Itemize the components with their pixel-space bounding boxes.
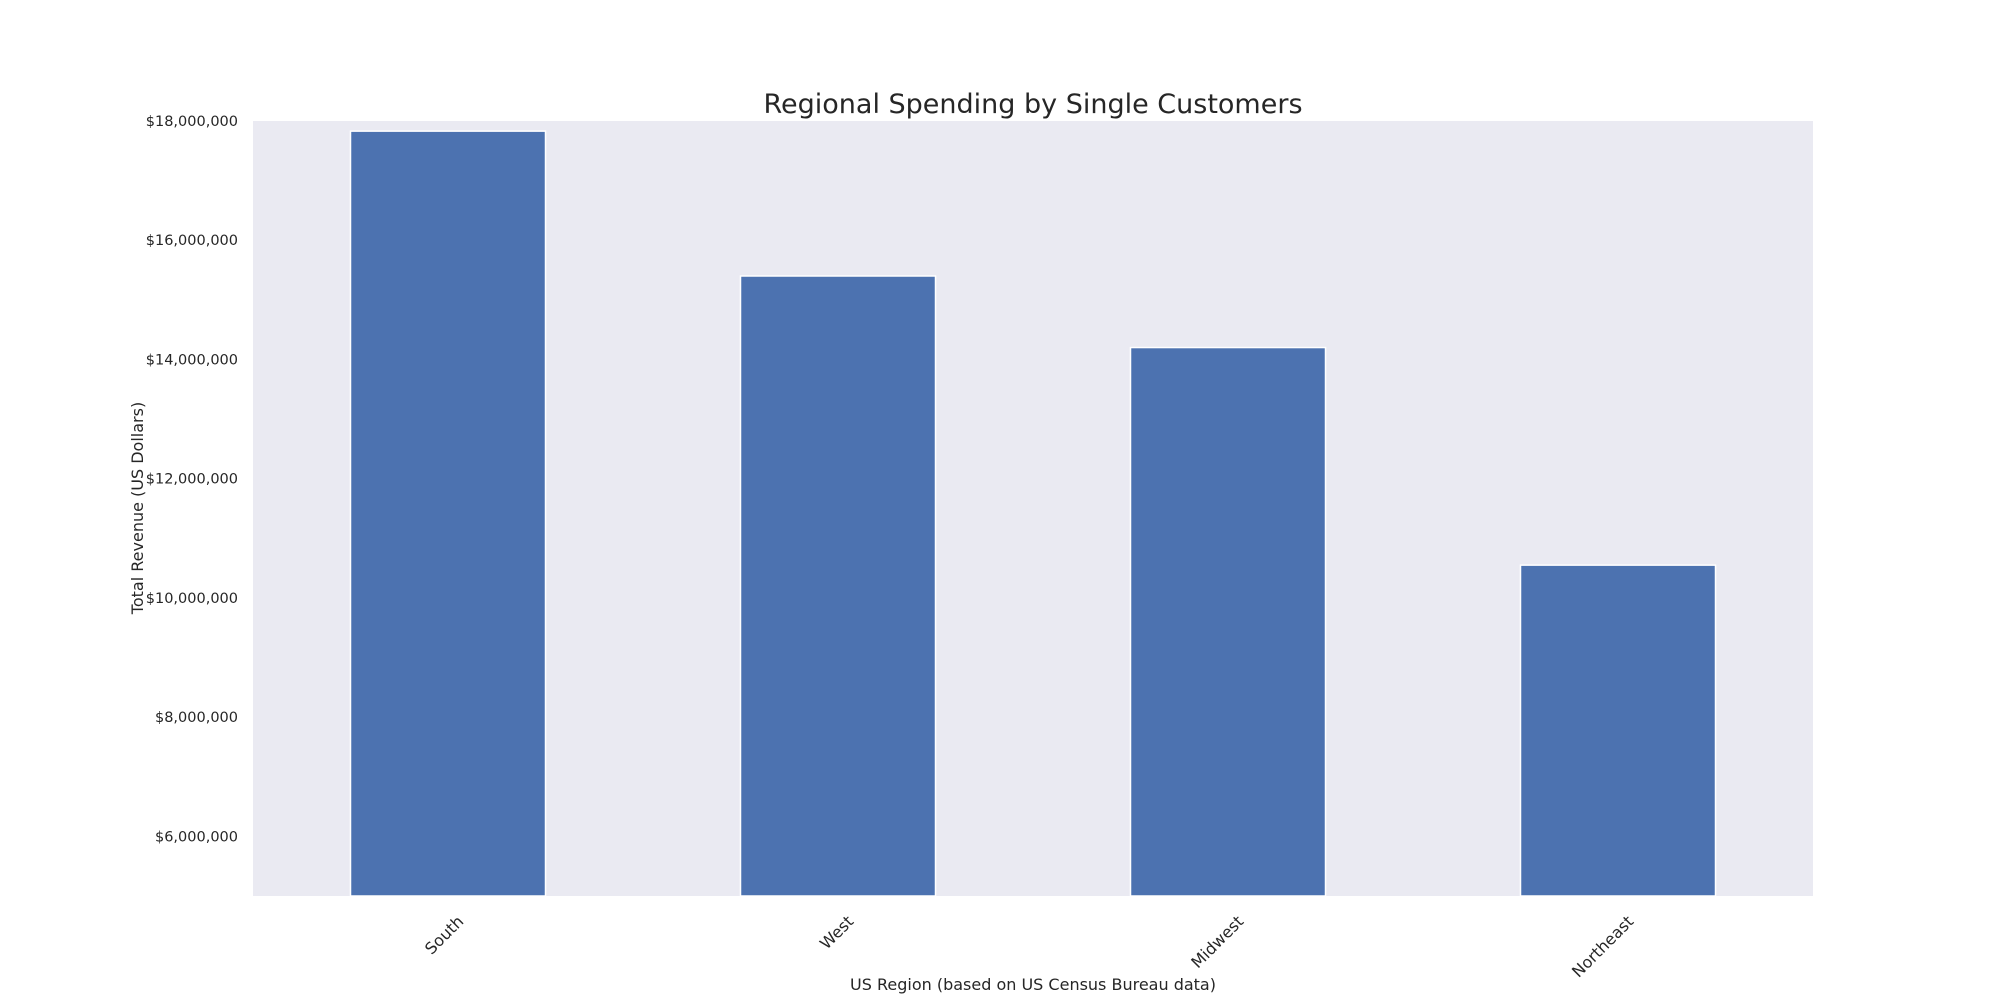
x-tick-label-south: South [421,912,467,958]
x-tick-label-midwest: Midwest [1187,912,1247,972]
x-tick-label-west: West [816,912,857,953]
x-axis-label: US Region (based on US Census Bureau dat… [850,975,1216,994]
y-tick-label: $16,000,000 [146,233,238,249]
x-tick-label-northeast: Northeast [1568,912,1637,981]
y-tick-label: $18,000,000 [146,114,238,130]
y-tick-label: $14,000,000 [146,352,238,368]
bar-northeast [1519,564,1717,897]
bar-west [739,275,937,897]
y-axis-label: Total Revenue (US Dollars) [128,402,147,615]
y-tick-label: $8,000,000 [155,710,238,726]
y-tick-label: $10,000,000 [146,591,238,607]
bar-south [349,130,547,897]
bar-midwest [1129,346,1327,897]
bars-group [349,130,1717,897]
y-tick-label: $12,000,000 [146,472,238,488]
x-tick-labels: South West Midwest Northeast [421,912,1637,981]
y-tick-label: $6,000,000 [155,829,238,845]
chart-title: Regional Spending by Single Customers [763,89,1302,120]
y-tick-labels: $6,000,000 $8,000,000 $10,000,000 $12,000,0… [146,114,238,845]
